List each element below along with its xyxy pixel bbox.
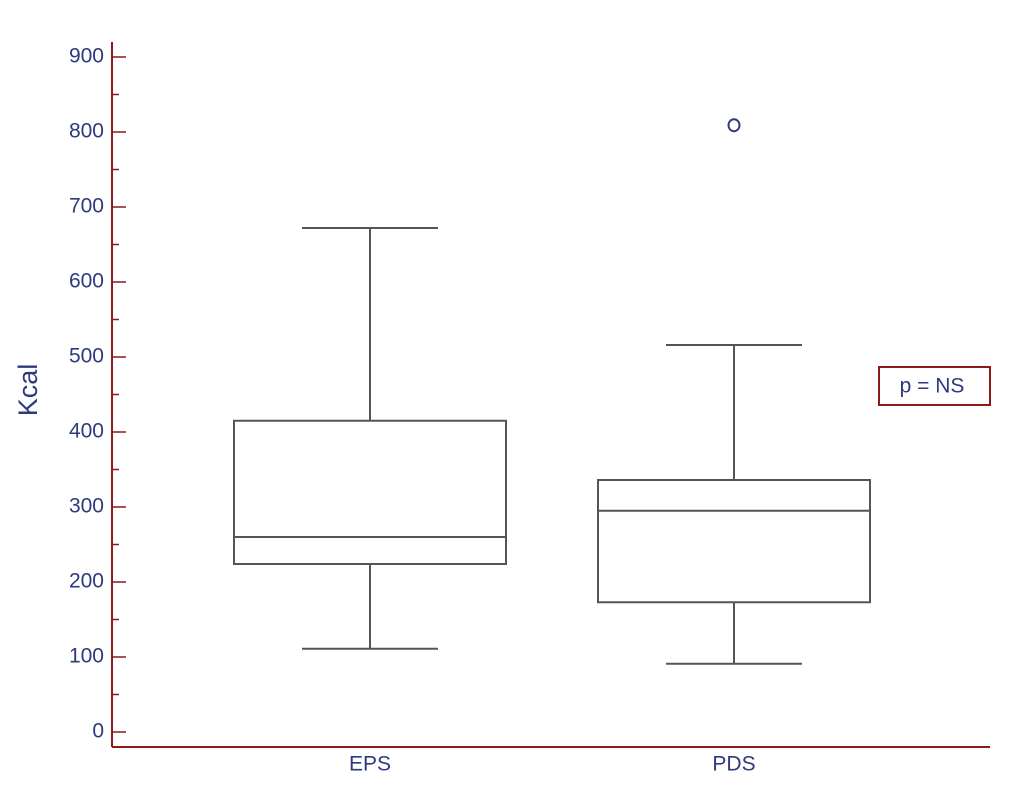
- y-tick-label: 200: [69, 570, 104, 593]
- y-tick-label: 100: [69, 645, 104, 668]
- y-axis-label: Kcal: [13, 364, 43, 417]
- y-tick-label: 500: [69, 345, 104, 368]
- annotation: p = NS: [900, 375, 965, 398]
- y-tick-label: 600: [69, 270, 104, 293]
- annotation-box: [878, 366, 991, 406]
- x-tick-label: EPS: [349, 753, 391, 776]
- y-tick-label: 900: [69, 45, 104, 68]
- x-tick-label: PDS: [712, 753, 755, 776]
- box: [597, 479, 871, 604]
- box: [233, 419, 507, 565]
- y-tick-label: 700: [69, 195, 104, 218]
- y-tick-label: 800: [69, 120, 104, 143]
- y-tick-label: 400: [69, 420, 104, 443]
- y-tick-label: 0: [92, 720, 104, 743]
- y-tick-label: 300: [69, 495, 104, 518]
- outlier: [727, 118, 741, 133]
